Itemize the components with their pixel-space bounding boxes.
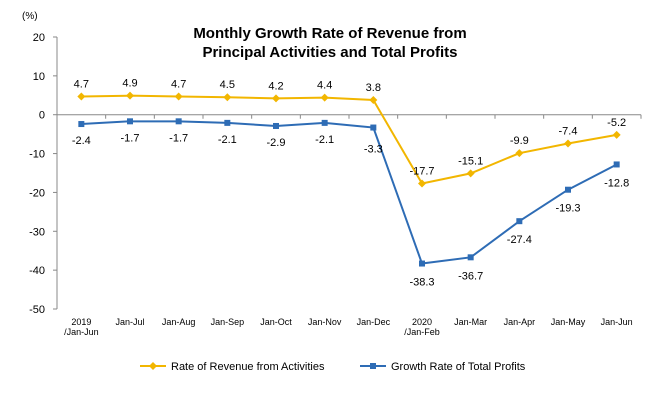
data-point-square — [321, 119, 328, 126]
data-label: 4.7 — [171, 78, 186, 90]
x-tick-label: Jan-May — [551, 317, 586, 327]
y-tick-label: -20 — [29, 187, 45, 199]
data-label: -2.4 — [72, 135, 91, 147]
data-label: -2.9 — [267, 137, 286, 149]
series-profits — [78, 118, 620, 267]
series-layer — [77, 91, 621, 267]
data-label: 3.8 — [366, 82, 381, 94]
data-point-square — [370, 363, 376, 369]
y-tick-label: 10 — [33, 71, 45, 83]
x-tick-label: Jan-Aug — [162, 317, 196, 327]
series-line — [81, 94, 617, 185]
data-point-diamond — [126, 91, 134, 100]
data-point-square — [467, 254, 474, 261]
data-point-diamond — [272, 94, 280, 103]
data-point-diamond — [77, 92, 86, 101]
legend-label: Rate of Revenue from Activities — [171, 361, 325, 373]
data-point-diamond — [369, 95, 378, 104]
x-tick-label: Jan-Jul — [115, 317, 144, 327]
data-point-diamond — [515, 149, 524, 158]
x-tick-label: /Jan-Feb — [404, 327, 440, 337]
data-point-diamond — [174, 92, 183, 101]
x-tick-label: Jan-Mar — [454, 317, 487, 327]
data-point-diamond — [612, 130, 621, 139]
data-label: -5.2 — [607, 117, 626, 129]
y-axis-unit: (%) — [22, 11, 38, 22]
axes: 20 10 0 -10 -20 -30 -40 -50 2019/Jan-Jun Jan-Jul J… — [29, 32, 642, 337]
x-tick-label: Jan-Dec — [357, 317, 391, 327]
y-tick-label: -30 — [29, 226, 45, 238]
data-label: -19.3 — [555, 203, 580, 215]
legend-item: Growth Rate of Total Profits — [360, 361, 526, 373]
x-tick-label: Jan-Nov — [308, 317, 342, 327]
data-label: -1.7 — [121, 132, 140, 144]
data-label: -7.4 — [559, 125, 578, 137]
y-tick-label: 0 — [39, 110, 45, 122]
chart-title-line-2: Principal Activities and Total Profits — [202, 44, 457, 61]
data-labels: 4.7 4.9 4.7 4.5 4.2 4.4 3.8 -17.7 -15.1 -9.9 -7.4 -… — [72, 78, 629, 289]
x-tick-label: Jan-Jun — [601, 317, 633, 327]
data-point-diamond — [564, 139, 572, 148]
data-label: -9.9 — [510, 135, 529, 147]
data-label: -3.3 — [364, 144, 383, 156]
data-point-square — [127, 118, 133, 125]
data-point-square — [370, 124, 377, 131]
data-point-diamond — [223, 93, 232, 102]
data-point-diamond — [466, 169, 475, 178]
data-point-square — [273, 122, 279, 129]
data-point-square — [224, 119, 231, 126]
x-tick-label: Jan-Sep — [211, 317, 245, 327]
data-label: 4.7 — [74, 78, 89, 90]
data-label: 4.9 — [122, 78, 137, 90]
x-tick-label: 2019 — [71, 317, 91, 327]
x-tick-label: 2020 — [412, 317, 432, 327]
data-point-square — [516, 218, 523, 225]
data-point-square — [175, 118, 182, 125]
data-label: -15.1 — [458, 155, 483, 167]
data-point-square — [419, 260, 425, 267]
x-tick-label: Jan-Oct — [260, 317, 292, 327]
data-label: -2.1 — [218, 134, 237, 146]
data-point-diamond — [418, 179, 426, 188]
data-label: -2.1 — [315, 134, 334, 146]
data-label: -12.8 — [604, 177, 629, 189]
data-label: 4.2 — [268, 80, 283, 92]
data-point-square — [613, 161, 620, 168]
x-tick-label: Jan-Apr — [504, 317, 536, 327]
x-tick-label: /Jan-Jun — [64, 327, 99, 337]
y-tick-label: 20 — [33, 32, 45, 44]
legend-label: Growth Rate of Total Profits — [391, 361, 526, 373]
data-label: 4.5 — [220, 79, 235, 91]
data-label: -17.7 — [409, 165, 434, 177]
data-point-square — [78, 121, 85, 128]
data-point-diamond — [320, 93, 329, 102]
y-tick-label: -40 — [29, 265, 45, 277]
data-label: -1.7 — [169, 132, 188, 144]
chart-title-line-1: Monthly Growth Rate of Revenue from — [193, 25, 466, 42]
data-label: -27.4 — [507, 234, 532, 246]
data-point-square — [565, 186, 571, 193]
data-label: 4.4 — [317, 80, 332, 92]
data-point-diamond — [149, 362, 157, 370]
series-line — [81, 120, 618, 265]
legend-item: Rate of Revenue from Activities — [140, 361, 325, 373]
y-tick-label: -10 — [29, 149, 45, 161]
series-revenue — [77, 91, 621, 188]
data-label: -36.7 — [458, 270, 483, 282]
y-tick-label: -50 — [29, 304, 45, 316]
legend: Rate of Revenue from Activities Growth Ra… — [140, 361, 526, 373]
data-label: -38.3 — [409, 277, 434, 289]
